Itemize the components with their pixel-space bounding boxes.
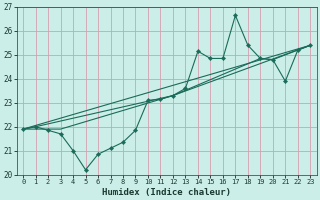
X-axis label: Humidex (Indice chaleur): Humidex (Indice chaleur)	[102, 188, 231, 197]
